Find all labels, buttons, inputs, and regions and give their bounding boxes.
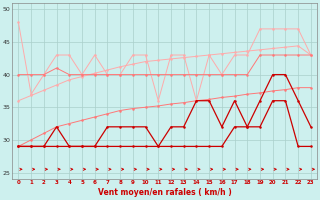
X-axis label: Vent moyen/en rafales ( km/h ): Vent moyen/en rafales ( km/h ) (98, 188, 231, 197)
